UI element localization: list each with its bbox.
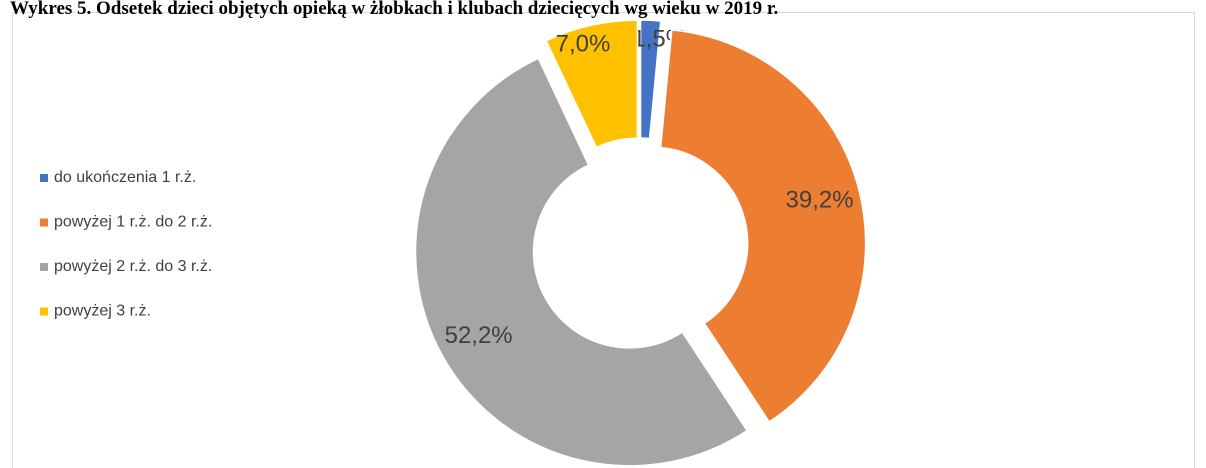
legend-swatch [40,307,48,316]
legend-label: powyżej 2 r.ż. do 3 r.ż. [54,258,212,275]
donut-slice [659,29,867,423]
legend-label: powyżej 1 r.ż. do 2 r.ż. [54,214,212,231]
legend-swatch [40,174,48,182]
legend-label: do ukończenia 1 r.ż. [54,169,196,186]
legend-swatch [40,218,48,227]
legend-label: powyżej 3 r.ż. [54,303,151,320]
legend-swatch [40,263,48,271]
data-label: 52,2% [445,322,513,349]
donut-slice [545,19,639,149]
donut-slice [414,57,749,467]
data-label: 39,2% [786,187,854,214]
chart-title: Wykres 5. Odsetek dzieci objętych opieką… [10,0,778,19]
donut-slice [639,19,662,140]
data-label: 7,0% [556,30,611,57]
